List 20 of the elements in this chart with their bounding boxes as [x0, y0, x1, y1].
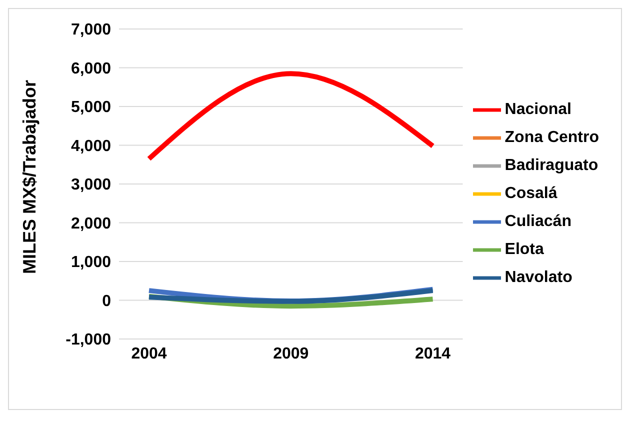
y-tick-label: 2,000	[70, 215, 112, 232]
y-tick-label: 1,000	[70, 254, 112, 272]
legend-label: Cosalá	[504, 185, 558, 202]
y-axis-title: MILES MX$/Trabajador	[19, 80, 40, 274]
legend-label: Culiacán	[504, 213, 572, 230]
legend-label: Nacional	[504, 101, 572, 118]
legend-label: Navolato	[504, 269, 572, 286]
y-tick-label: 0	[102, 292, 112, 310]
y-tick-label: 6,000	[70, 60, 112, 78]
legend-label: Badiraguato	[504, 157, 598, 174]
legend-label: Elota	[504, 241, 544, 258]
x-tick-label: 2004	[131, 345, 167, 362]
y-tick-label: -1,000	[66, 332, 112, 349]
x-tick-label: 2009	[273, 345, 309, 362]
legend-label: Zona Centro	[504, 129, 599, 146]
y-tick-label: 7,000	[70, 22, 112, 39]
y-tick-label: 4,000	[70, 138, 112, 155]
y-tick-label: 5,000	[70, 99, 112, 116]
x-tick-label: 2014	[414, 345, 451, 362]
y-tick-label: 3,000	[70, 176, 112, 194]
